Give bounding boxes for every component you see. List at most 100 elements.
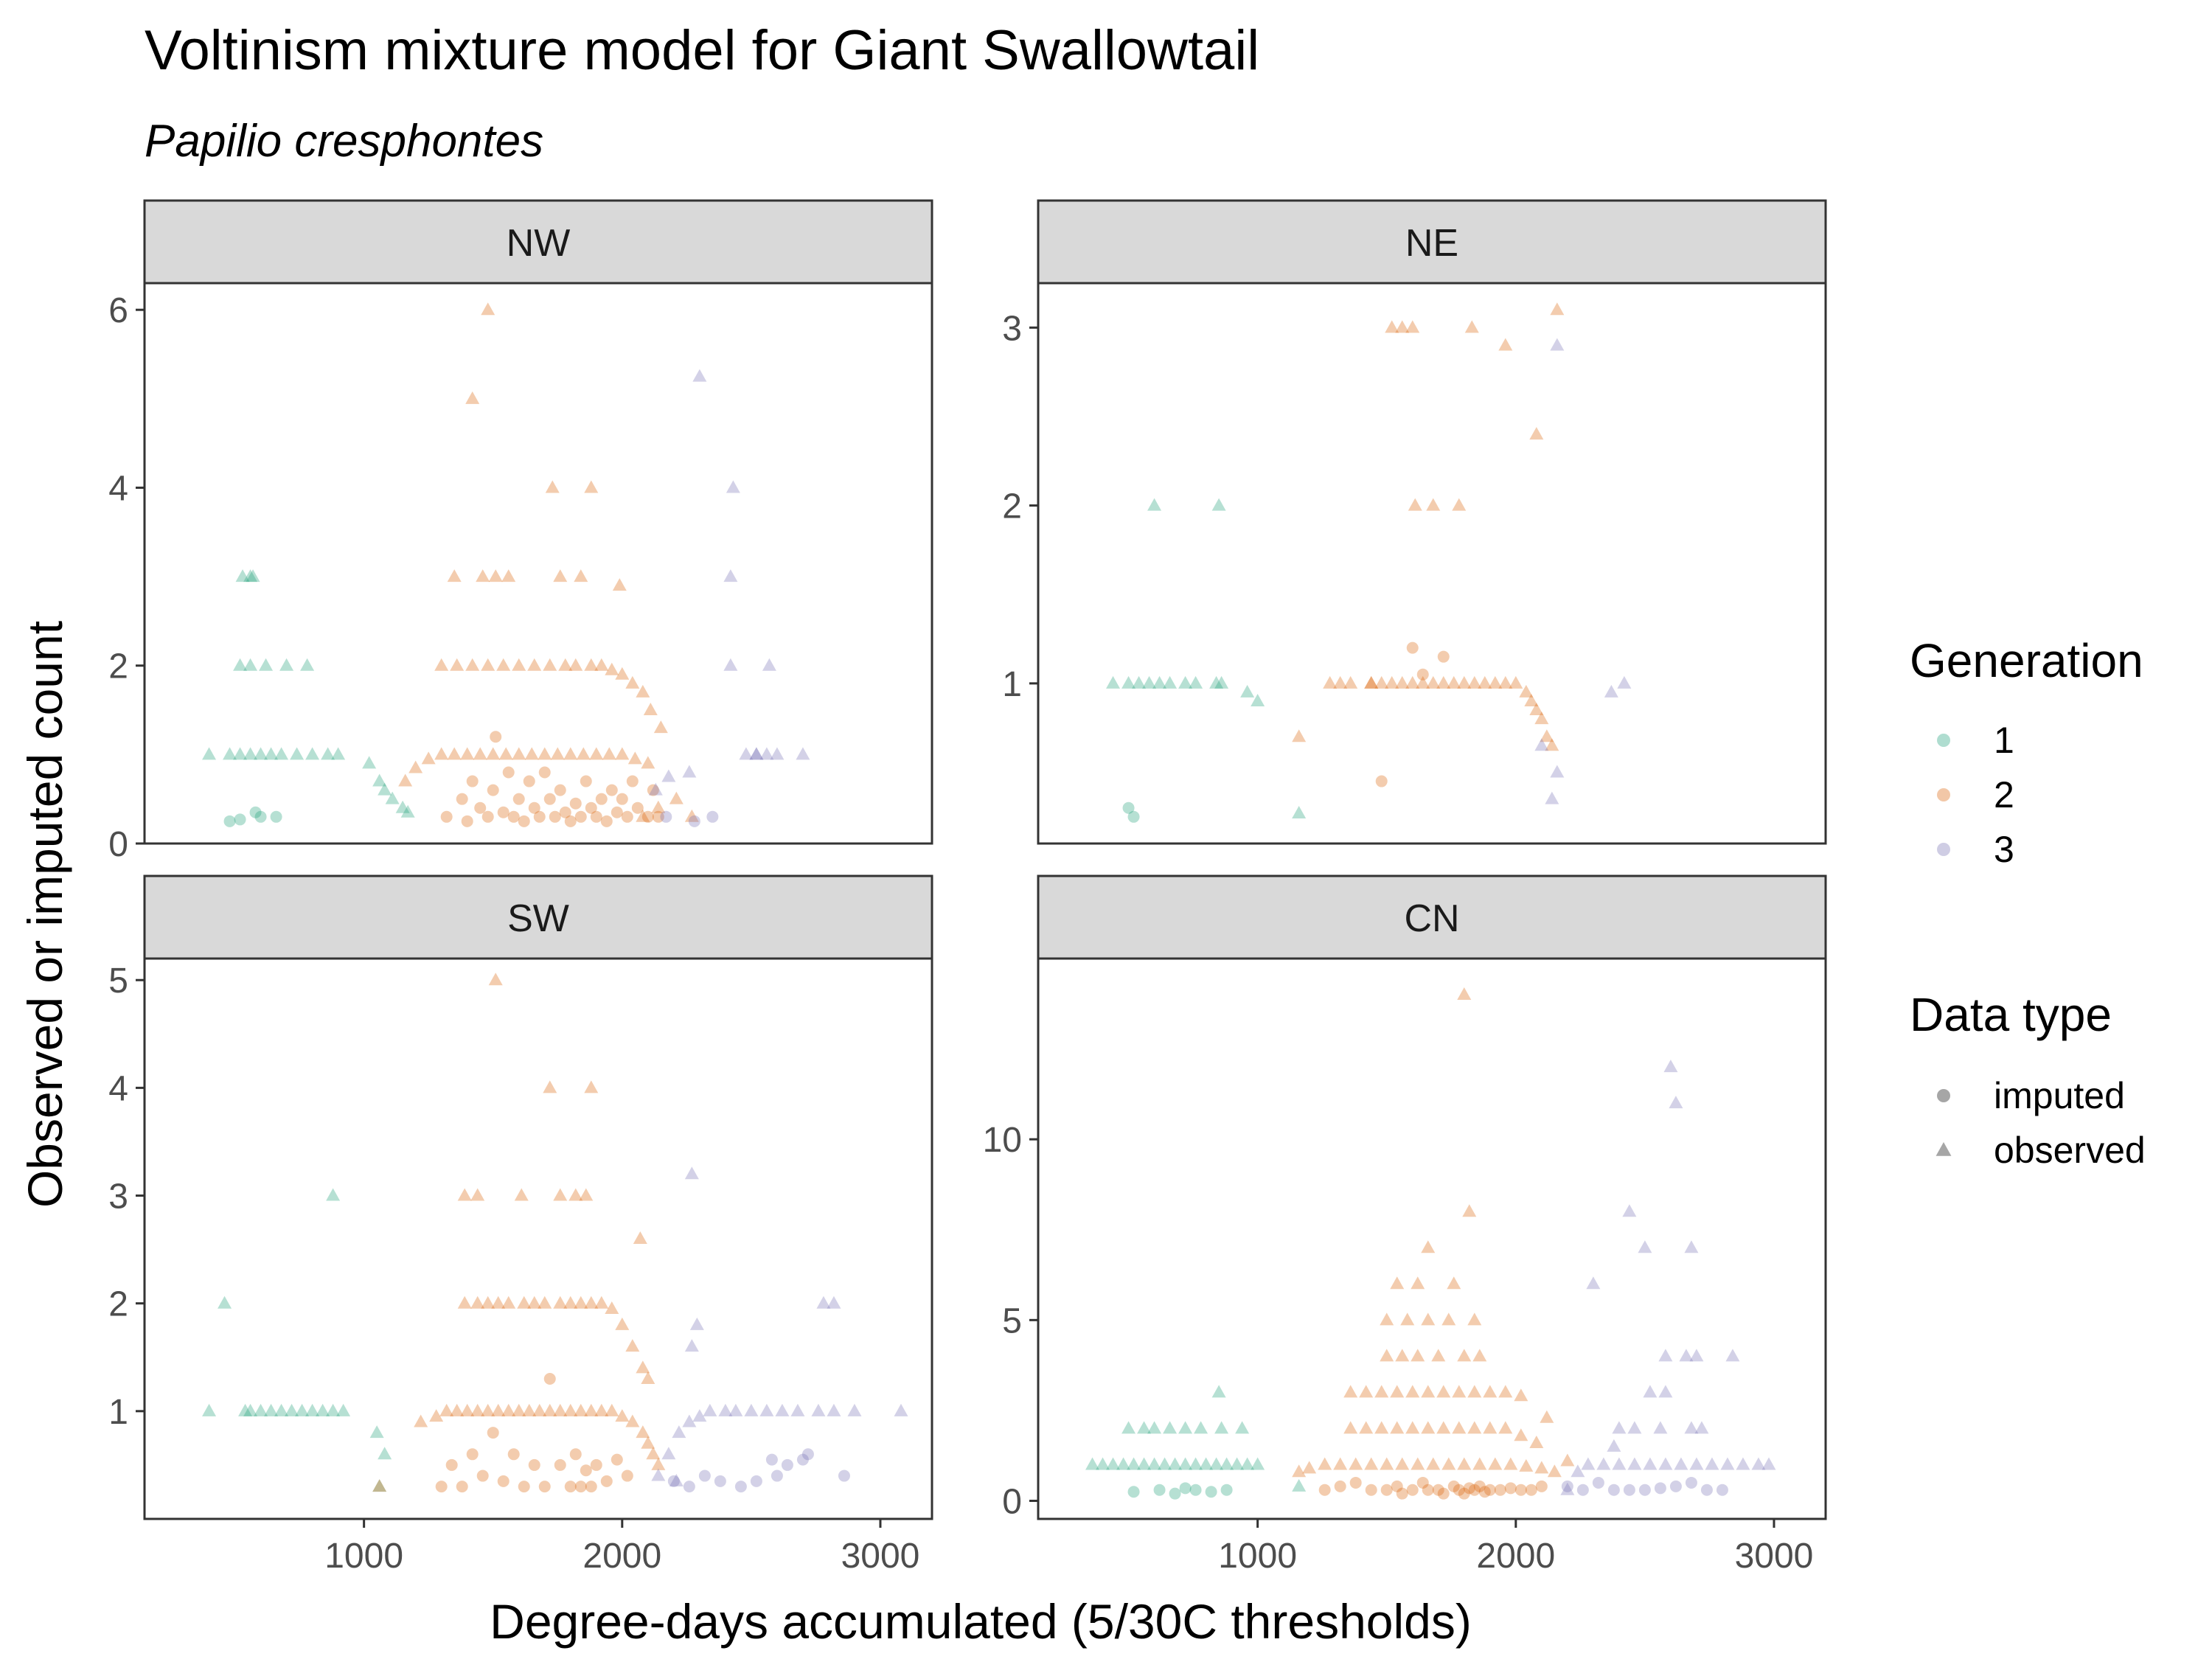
data-point: [481, 302, 495, 316]
data-point: [1689, 1349, 1704, 1362]
y-tick-label: 2: [108, 1285, 128, 1324]
data-point: [447, 569, 462, 582]
data-point: [1514, 1388, 1528, 1402]
y-tick-label: 5: [108, 961, 128, 1001]
data-point: [501, 1295, 516, 1309]
data-point: [1761, 1457, 1776, 1470]
data-point: [646, 1447, 661, 1460]
data-point: [600, 1475, 613, 1487]
data-point: [487, 1427, 499, 1439]
data-point: [497, 1475, 509, 1487]
data-point: [750, 1475, 762, 1487]
data-point: [496, 658, 511, 671]
data-point: [1498, 1385, 1513, 1398]
data-point: [450, 658, 465, 671]
data-point: [1498, 338, 1513, 351]
data-point: [1488, 1457, 1503, 1470]
data-point: [574, 1295, 588, 1309]
data-point: [1550, 765, 1565, 778]
data-point: [1669, 1480, 1682, 1492]
data-point: [1421, 1385, 1436, 1398]
data-point: [1529, 1436, 1544, 1449]
data-point: [512, 658, 526, 671]
data-point: [408, 760, 423, 773]
data-point: [641, 1371, 655, 1384]
data-point: [331, 747, 346, 760]
data-point: [554, 784, 566, 796]
data-point: [568, 1188, 583, 1201]
data-point: [1292, 1478, 1307, 1492]
data-point: [584, 1080, 599, 1093]
data-point: [636, 1425, 650, 1439]
data-point: [1147, 498, 1162, 511]
data-point: [706, 810, 719, 823]
data-point: [414, 1414, 428, 1427]
data-point: [1576, 1484, 1589, 1496]
data-point: [564, 1481, 577, 1493]
data-point: [1488, 675, 1503, 689]
data-point: [1560, 1482, 1575, 1495]
data-point: [1396, 1487, 1408, 1500]
data-point: [625, 1339, 640, 1352]
data-point: [457, 1188, 472, 1201]
data-point: [692, 1409, 707, 1422]
data-point: [1178, 1421, 1193, 1434]
data-point: [1153, 1484, 1166, 1496]
data-point: [481, 810, 494, 823]
data-point: [1189, 675, 1203, 689]
series-gen3-imputed: [667, 1448, 850, 1493]
data-point: [615, 747, 630, 760]
legend-label: 1: [1994, 720, 2014, 761]
data-point: [590, 1458, 602, 1471]
data-point: [1096, 1457, 1110, 1470]
y-tick-label: 1: [108, 1393, 128, 1432]
data-point: [1359, 1385, 1374, 1398]
data-point: [563, 747, 578, 760]
data-point: [1333, 1457, 1348, 1470]
data-point: [1349, 1457, 1363, 1470]
series-gen1-imputed: [1127, 1482, 1233, 1500]
data-point: [1421, 1240, 1436, 1253]
data-point: [1318, 1484, 1331, 1496]
data-point: [362, 756, 377, 769]
legend-key-gen3: [1937, 843, 1950, 856]
data-point: [1604, 684, 1618, 698]
data-point: [243, 747, 258, 760]
data-point: [385, 791, 400, 804]
data-point: [461, 815, 473, 827]
panel-cn: CN 0 5 10 1000 2000 3000: [983, 874, 1827, 1576]
data-point: [1251, 693, 1265, 706]
data-point: [528, 801, 540, 814]
data-point: [1343, 1385, 1358, 1398]
chart-subtitle: Papilio cresphontes: [145, 116, 543, 167]
data-point: [811, 1403, 826, 1416]
data-point: [553, 1403, 568, 1416]
data-point: [514, 1188, 529, 1201]
data-point: [1380, 1484, 1393, 1496]
data-point: [474, 801, 487, 814]
data-point: [202, 1403, 217, 1416]
data-point: [460, 747, 475, 760]
data-point: [487, 784, 499, 796]
data-point: [894, 1403, 908, 1416]
data-point: [435, 1481, 448, 1493]
data-point: [698, 1470, 711, 1482]
data-point: [1292, 805, 1307, 818]
data-point: [1426, 498, 1441, 511]
data-point: [595, 793, 608, 805]
data-point: [616, 793, 628, 805]
data-point: [605, 662, 619, 675]
data-point: [1441, 1312, 1456, 1326]
data-point: [1463, 1482, 1475, 1495]
data-point: [1654, 1482, 1666, 1495]
data-point: [1405, 1385, 1420, 1398]
data-point: [661, 769, 676, 782]
data-point: [682, 1414, 697, 1427]
data-point: [648, 782, 663, 796]
data-point: [1169, 1487, 1181, 1500]
data-point: [246, 569, 260, 582]
y-tick-label: 2: [108, 647, 128, 686]
x-tick-label: 2000: [582, 1537, 661, 1576]
panel-sw: SW 1 2 3 4 5 1000 2000 3000: [108, 874, 933, 1576]
data-point: [1391, 1480, 1403, 1492]
